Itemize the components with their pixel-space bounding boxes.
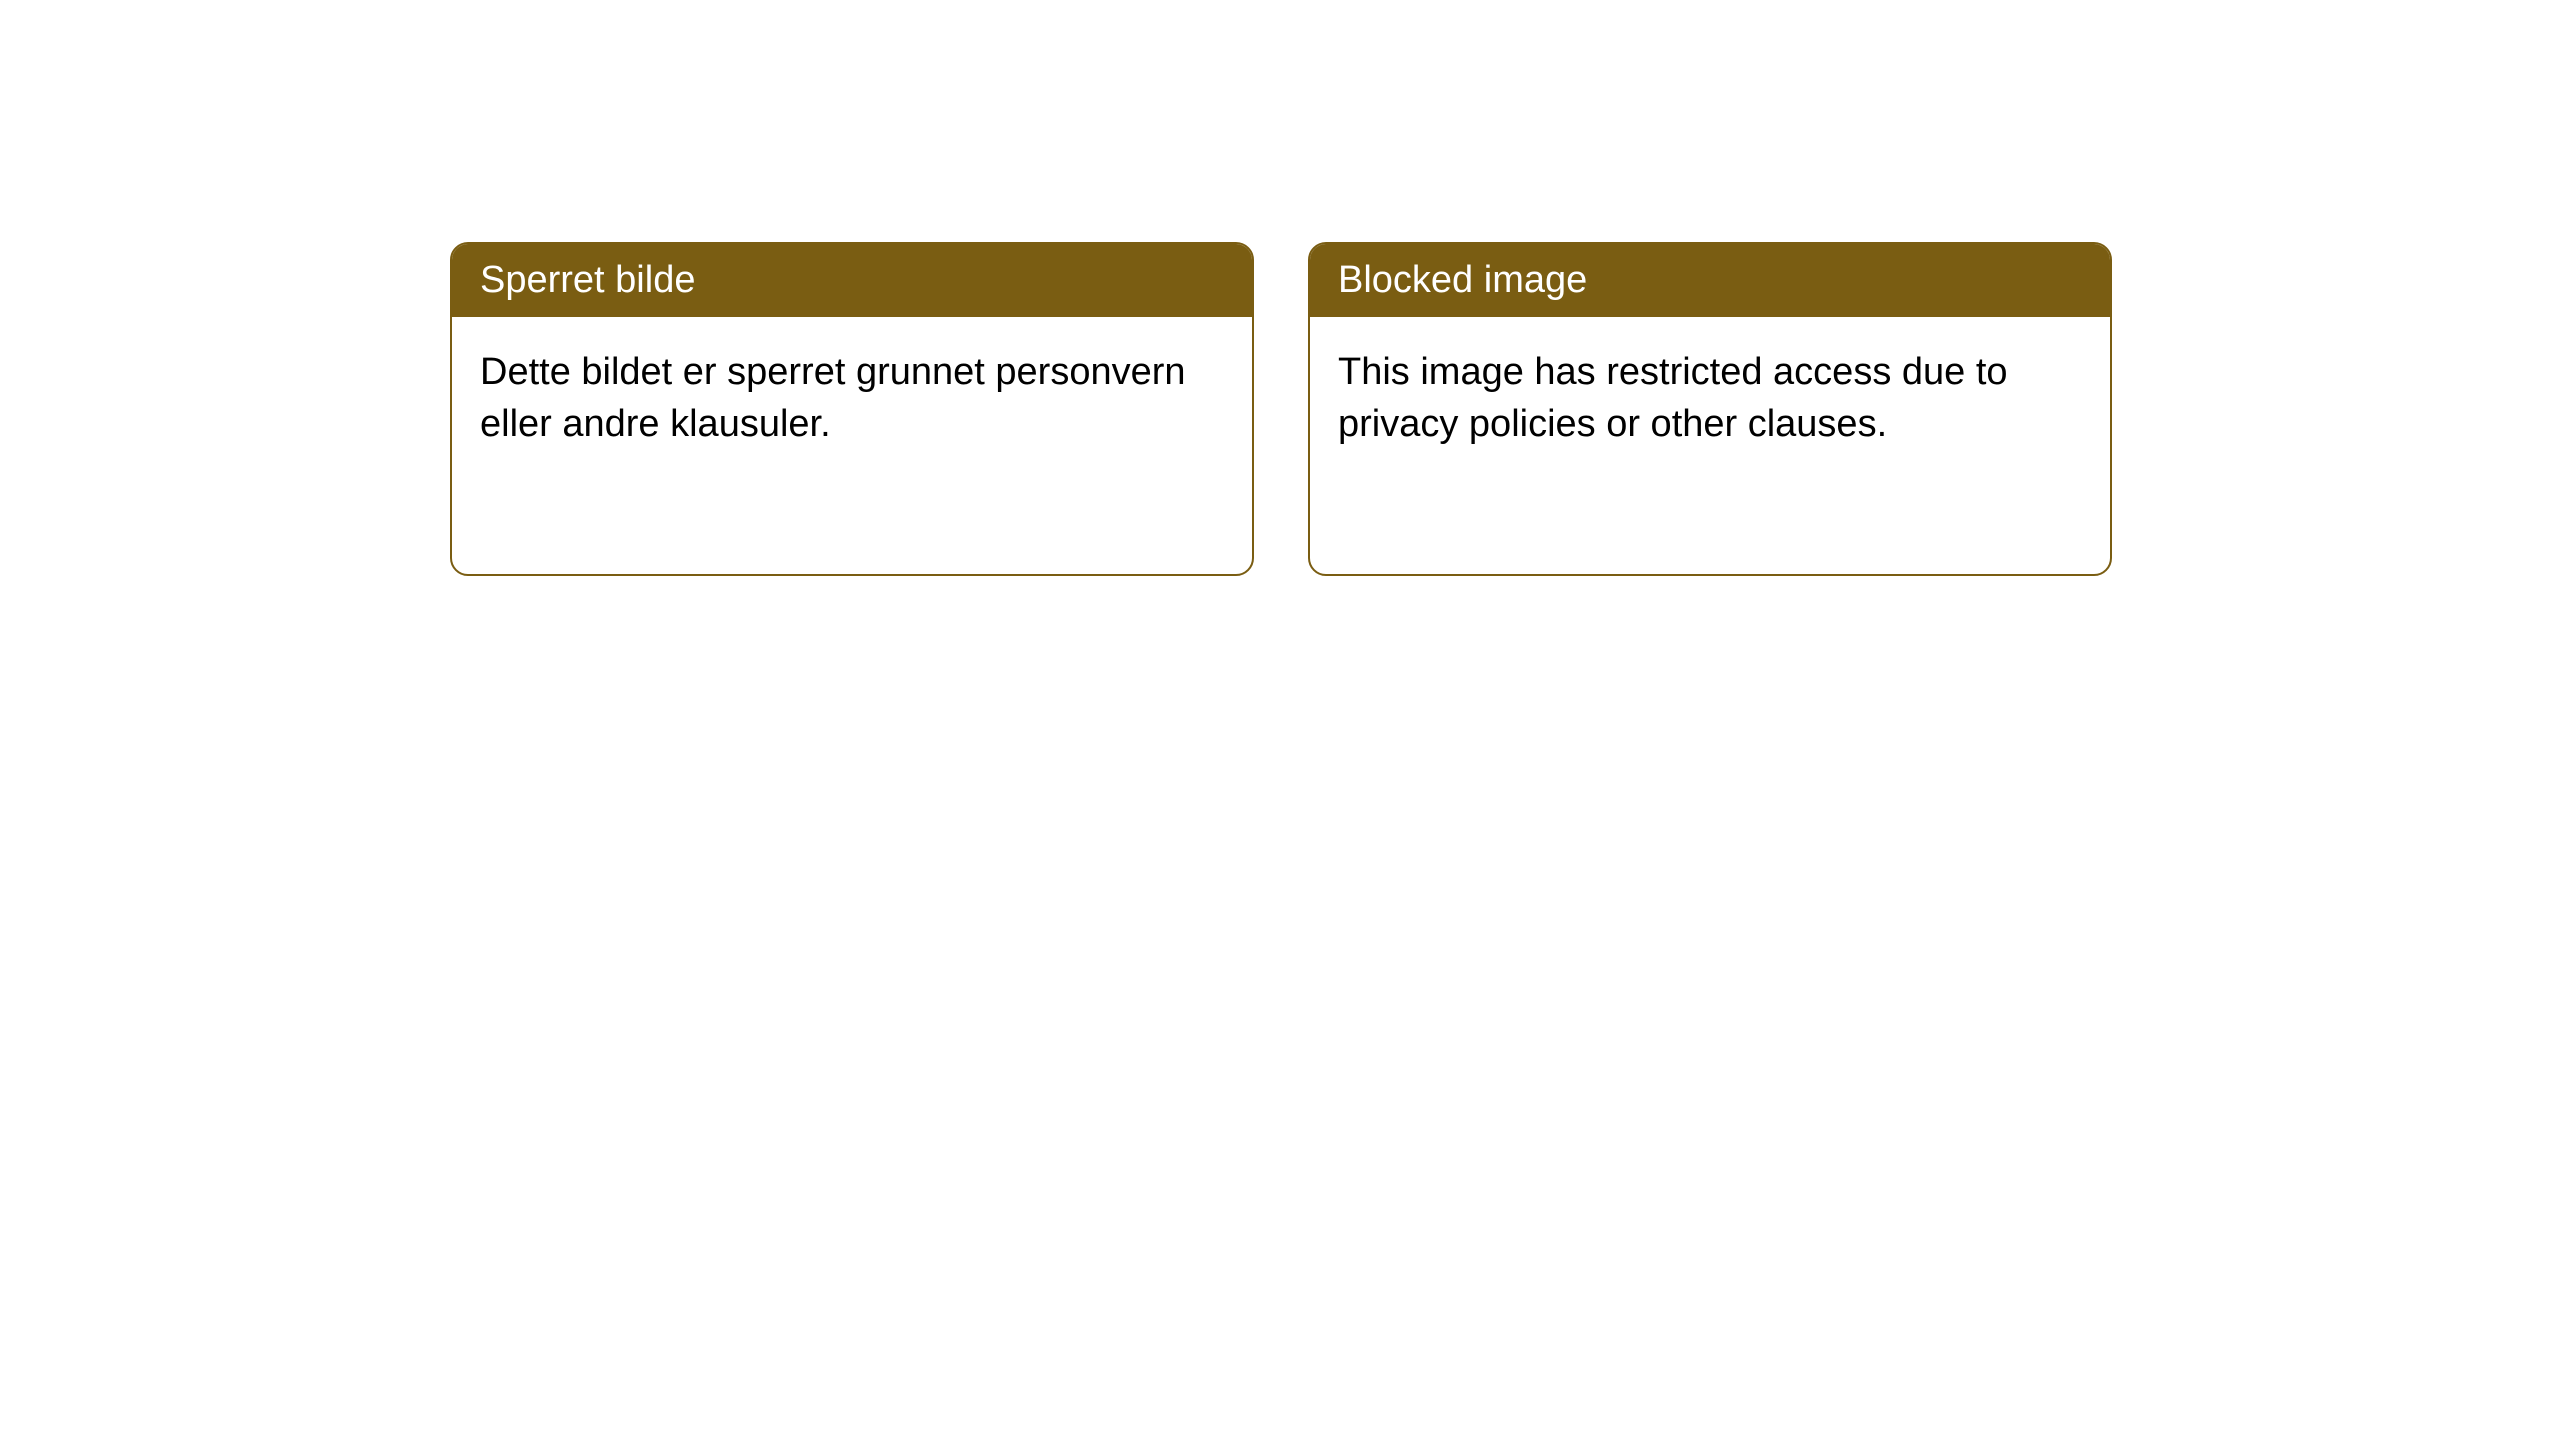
notice-title-english: Blocked image	[1310, 244, 2110, 317]
notice-container: Sperret bilde Dette bildet er sperret gr…	[450, 242, 2112, 576]
notice-card-norwegian: Sperret bilde Dette bildet er sperret gr…	[450, 242, 1254, 576]
notice-body-norwegian: Dette bildet er sperret grunnet personve…	[452, 317, 1252, 480]
notice-title-norwegian: Sperret bilde	[452, 244, 1252, 317]
notice-card-english: Blocked image This image has restricted …	[1308, 242, 2112, 576]
notice-body-english: This image has restricted access due to …	[1310, 317, 2110, 480]
